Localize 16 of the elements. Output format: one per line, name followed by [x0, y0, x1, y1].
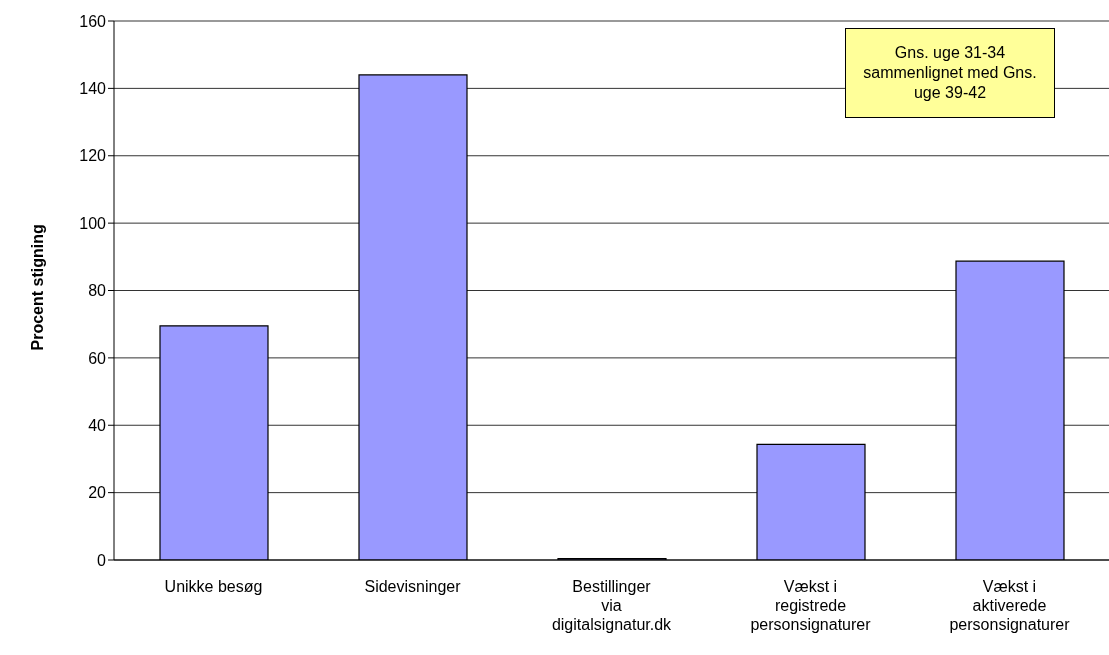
x-tick-label: Unikke besøg: [164, 578, 263, 595]
y-tick-label: 140: [79, 80, 107, 98]
y-axis-title: Procent stigning: [28, 224, 46, 351]
y-tick-label: 40: [88, 416, 107, 434]
annotation: Gns. uge 31-34 sammenlignet med Gns. uge 39-42: [845, 28, 1055, 118]
y-tick-label: 80: [88, 282, 107, 300]
y-tick-label: 120: [79, 147, 107, 165]
y-tick-label: 0: [97, 551, 107, 569]
x-tick-label: Vækst i registrede personsignaturer: [750, 578, 872, 633]
x-tick-label: Vækst i aktiverede personsignaturer: [949, 578, 1071, 633]
y-tick-label: 160: [79, 12, 107, 30]
y-tick-label: 100: [79, 214, 107, 232]
x-tick-label: Sidevisninger: [364, 578, 462, 595]
x-tick-label: Bestillinger via digitalsignatur.dk: [551, 578, 673, 633]
y-tick-label: 60: [88, 349, 107, 367]
y-tick-label: 20: [88, 484, 107, 502]
